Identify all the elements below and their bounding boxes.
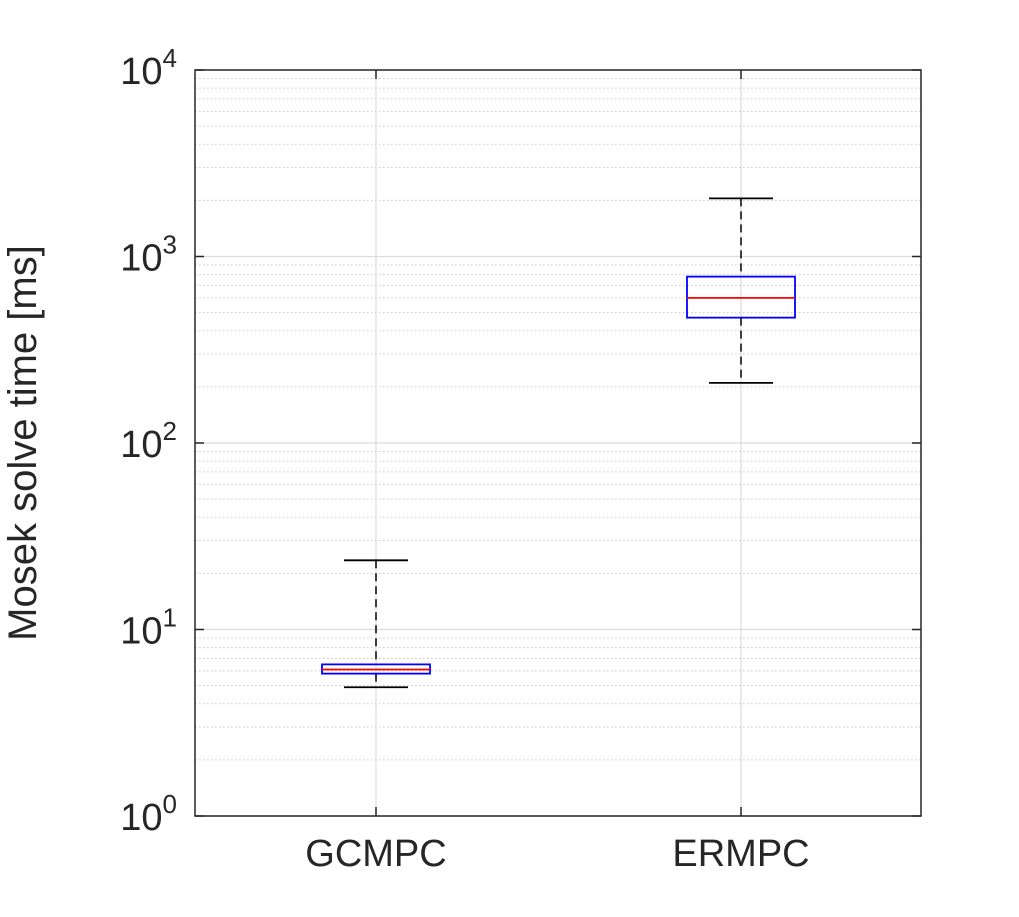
y-tick-label: 102 xyxy=(120,416,177,466)
box-layer xyxy=(321,197,796,689)
y-tick-label: 103 xyxy=(120,230,177,280)
x-category-label: ERMPC xyxy=(672,833,809,875)
y-tick-label: 100 xyxy=(120,789,177,839)
x-category-label: GCMPC xyxy=(305,833,446,875)
y-tick-label: 101 xyxy=(120,603,177,653)
grid-layer xyxy=(195,69,921,817)
y-tick-label: 104 xyxy=(120,43,177,93)
y-axis-label: Mosek solve time [ms] xyxy=(1,245,45,641)
tick-layer: 100 101 102 103 104 GCMPC ERMPC xyxy=(120,43,921,875)
